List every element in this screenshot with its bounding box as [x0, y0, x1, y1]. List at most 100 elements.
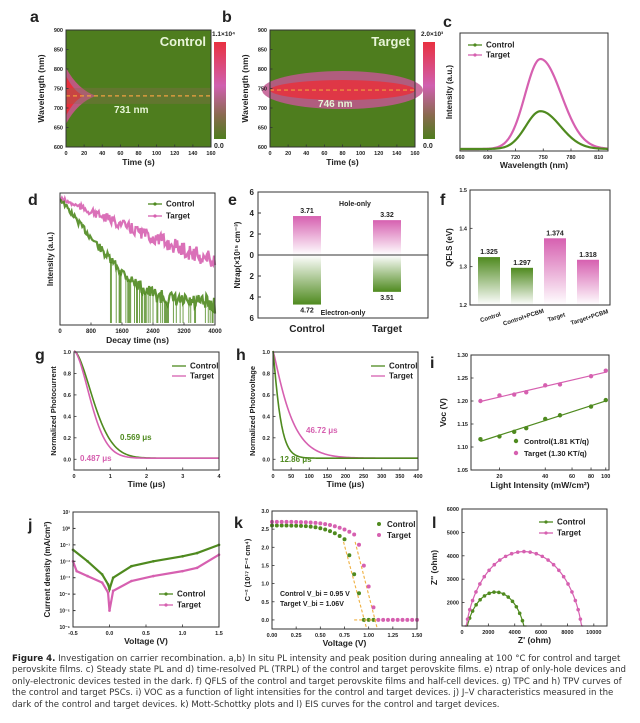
x-tick-label: 10000 [586, 630, 601, 636]
legend-marker [164, 592, 168, 596]
x-tick-label: 100 [152, 151, 161, 157]
data-point [546, 558, 550, 562]
bar-control [478, 257, 500, 305]
panel-g: g 0 1 2 3 4 0.0 0.2 0.4 0.6 0.8 1.0 Time (μs) Normali… [35, 347, 221, 489]
y-tick-label: 800 [258, 67, 267, 73]
y-axis-label: Normalized Photovoltage [248, 366, 257, 456]
x-axis-label: Time (μs) [128, 479, 166, 489]
data-point [313, 525, 318, 530]
electron-only-label: Electron-only [321, 310, 366, 317]
x-tick-label: 0 [460, 630, 463, 636]
series-line-control [460, 110, 608, 151]
y-tick-label: 4 [250, 293, 255, 302]
y-tick-label: 0.8 [262, 371, 270, 377]
data-point [506, 595, 511, 599]
x-tick-label: 60 [321, 151, 327, 157]
panel-letter-c: c [443, 14, 452, 31]
y-tick-label: 0 [250, 251, 255, 260]
y-axis-label: C⁻² (10¹⁷ F⁻² cm⁴) [243, 538, 252, 601]
data-point [279, 523, 284, 528]
data-point [390, 617, 395, 622]
panel-letter-i: i [430, 355, 434, 372]
y-axis-label: Wavelength (nm) [240, 54, 250, 122]
data-point [371, 605, 376, 610]
x-tick-label: 160 [410, 151, 419, 157]
x-tick-label: 1.00 [363, 633, 374, 639]
x-tick-label: 0.75 [339, 633, 350, 639]
data-point [111, 589, 115, 593]
data-point [108, 587, 111, 591]
lifetime-label-control: 0.569 μs [120, 433, 152, 442]
data-point [588, 373, 594, 379]
x-tick-label: 60 [117, 151, 123, 157]
data-point [570, 590, 574, 594]
x-tick-label: 4000 [208, 329, 222, 335]
x-tick-label: -0.5 [68, 631, 77, 637]
colorbar [423, 42, 435, 139]
data-point [323, 522, 328, 527]
legend-label: Control(1.81 KT/q) [524, 437, 590, 446]
x-tick-label: 4 [217, 474, 221, 480]
data-point [294, 523, 299, 528]
data-point [313, 520, 318, 525]
data-point [543, 416, 548, 422]
lifetime-label-target: 46.72 μs [306, 426, 338, 435]
legend-label: Target [486, 51, 510, 60]
panel-c: c 660 690 720 750 780 810 Wavelength (nm) Intens… [443, 14, 609, 170]
y-axis-label: Wavelength (nm) [36, 54, 46, 122]
y-tick-label: 900 [54, 28, 63, 34]
x-tick-label: 20 [81, 151, 87, 157]
y-axis-label: Normalized Photocurrent [49, 366, 58, 456]
bar-value-label: 1.297 [513, 260, 531, 267]
panel-h: h 0 50 100 150 200 250 300 350 400 0.0 0.2 0.4 0.6 0.8… [236, 347, 423, 489]
x-tick-label: 780 [566, 155, 575, 161]
y-axis-label: Voc (V) [438, 398, 448, 427]
caption-text: Investigation on carrier recombination. … [12, 654, 626, 710]
heatmap-background [66, 30, 211, 147]
bar-electron-control [293, 255, 321, 305]
x-tick-label: 2 [145, 474, 148, 480]
series-line-target [59, 194, 217, 269]
data-point [284, 523, 289, 528]
y-tick-label: 0.6 [262, 393, 270, 399]
data-point [342, 527, 347, 532]
figure-caption: Figure 4. Investigation on carrier recom… [12, 654, 632, 711]
data-point [497, 434, 502, 439]
x-axis-label: Time (s) [326, 157, 359, 167]
data-point [520, 618, 525, 623]
y-axis-label: Intensity (a.u.) [46, 232, 55, 287]
y-tick-label: 2 [250, 230, 255, 239]
data-point [328, 523, 332, 528]
data-point [470, 598, 475, 603]
legend-label: Control [190, 362, 218, 371]
lifetime-label-target: 0.487 μs [80, 454, 112, 463]
panel-letter-f: f [440, 192, 446, 209]
x-category-label: Control [480, 312, 502, 324]
panel-letter-b: b [222, 9, 232, 26]
data-point [528, 550, 532, 554]
y-tick-label: 10¹ [63, 510, 71, 516]
bar-value-label: 3.32 [380, 212, 394, 219]
data-point [498, 558, 502, 562]
colorbar-min-label: 0.0 [214, 143, 224, 150]
x-tick-label: 1 [109, 474, 112, 480]
x-category-label: Control [289, 324, 325, 335]
x-axis-label: Decay time (ns) [106, 335, 169, 345]
panel-l: l 0 2000 4000 6000 8000 10000 2000 3000 4000 5000 6… [429, 507, 608, 645]
data-point [289, 519, 294, 524]
fit-dashed-line [343, 541, 368, 630]
x-category-label: Control+PCBM [503, 309, 545, 328]
panel-i: i 20 40 60 80 100 1.05 1.10 1.15 1.20 1.25 1.30 Ligh… [430, 353, 610, 490]
x-tick-label: 690 [483, 155, 492, 161]
y-tick-label: 850 [258, 48, 267, 54]
panel-letter-k: k [234, 515, 243, 532]
data-point [478, 582, 482, 586]
data-point [195, 551, 199, 555]
x-tick-label: 80 [135, 151, 141, 157]
y-tick-label: 2000 [447, 601, 459, 607]
colorbar [214, 42, 226, 139]
y-tick-label: 6000 [447, 507, 459, 513]
data-point [308, 524, 313, 529]
hole-only-label: Hole-only [339, 201, 371, 208]
data-point [100, 581, 104, 584]
